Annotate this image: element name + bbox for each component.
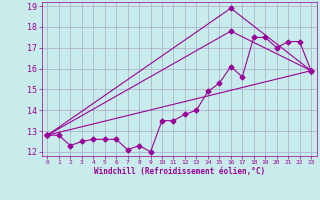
X-axis label: Windchill (Refroidissement éolien,°C): Windchill (Refroidissement éolien,°C) [94,167,265,176]
